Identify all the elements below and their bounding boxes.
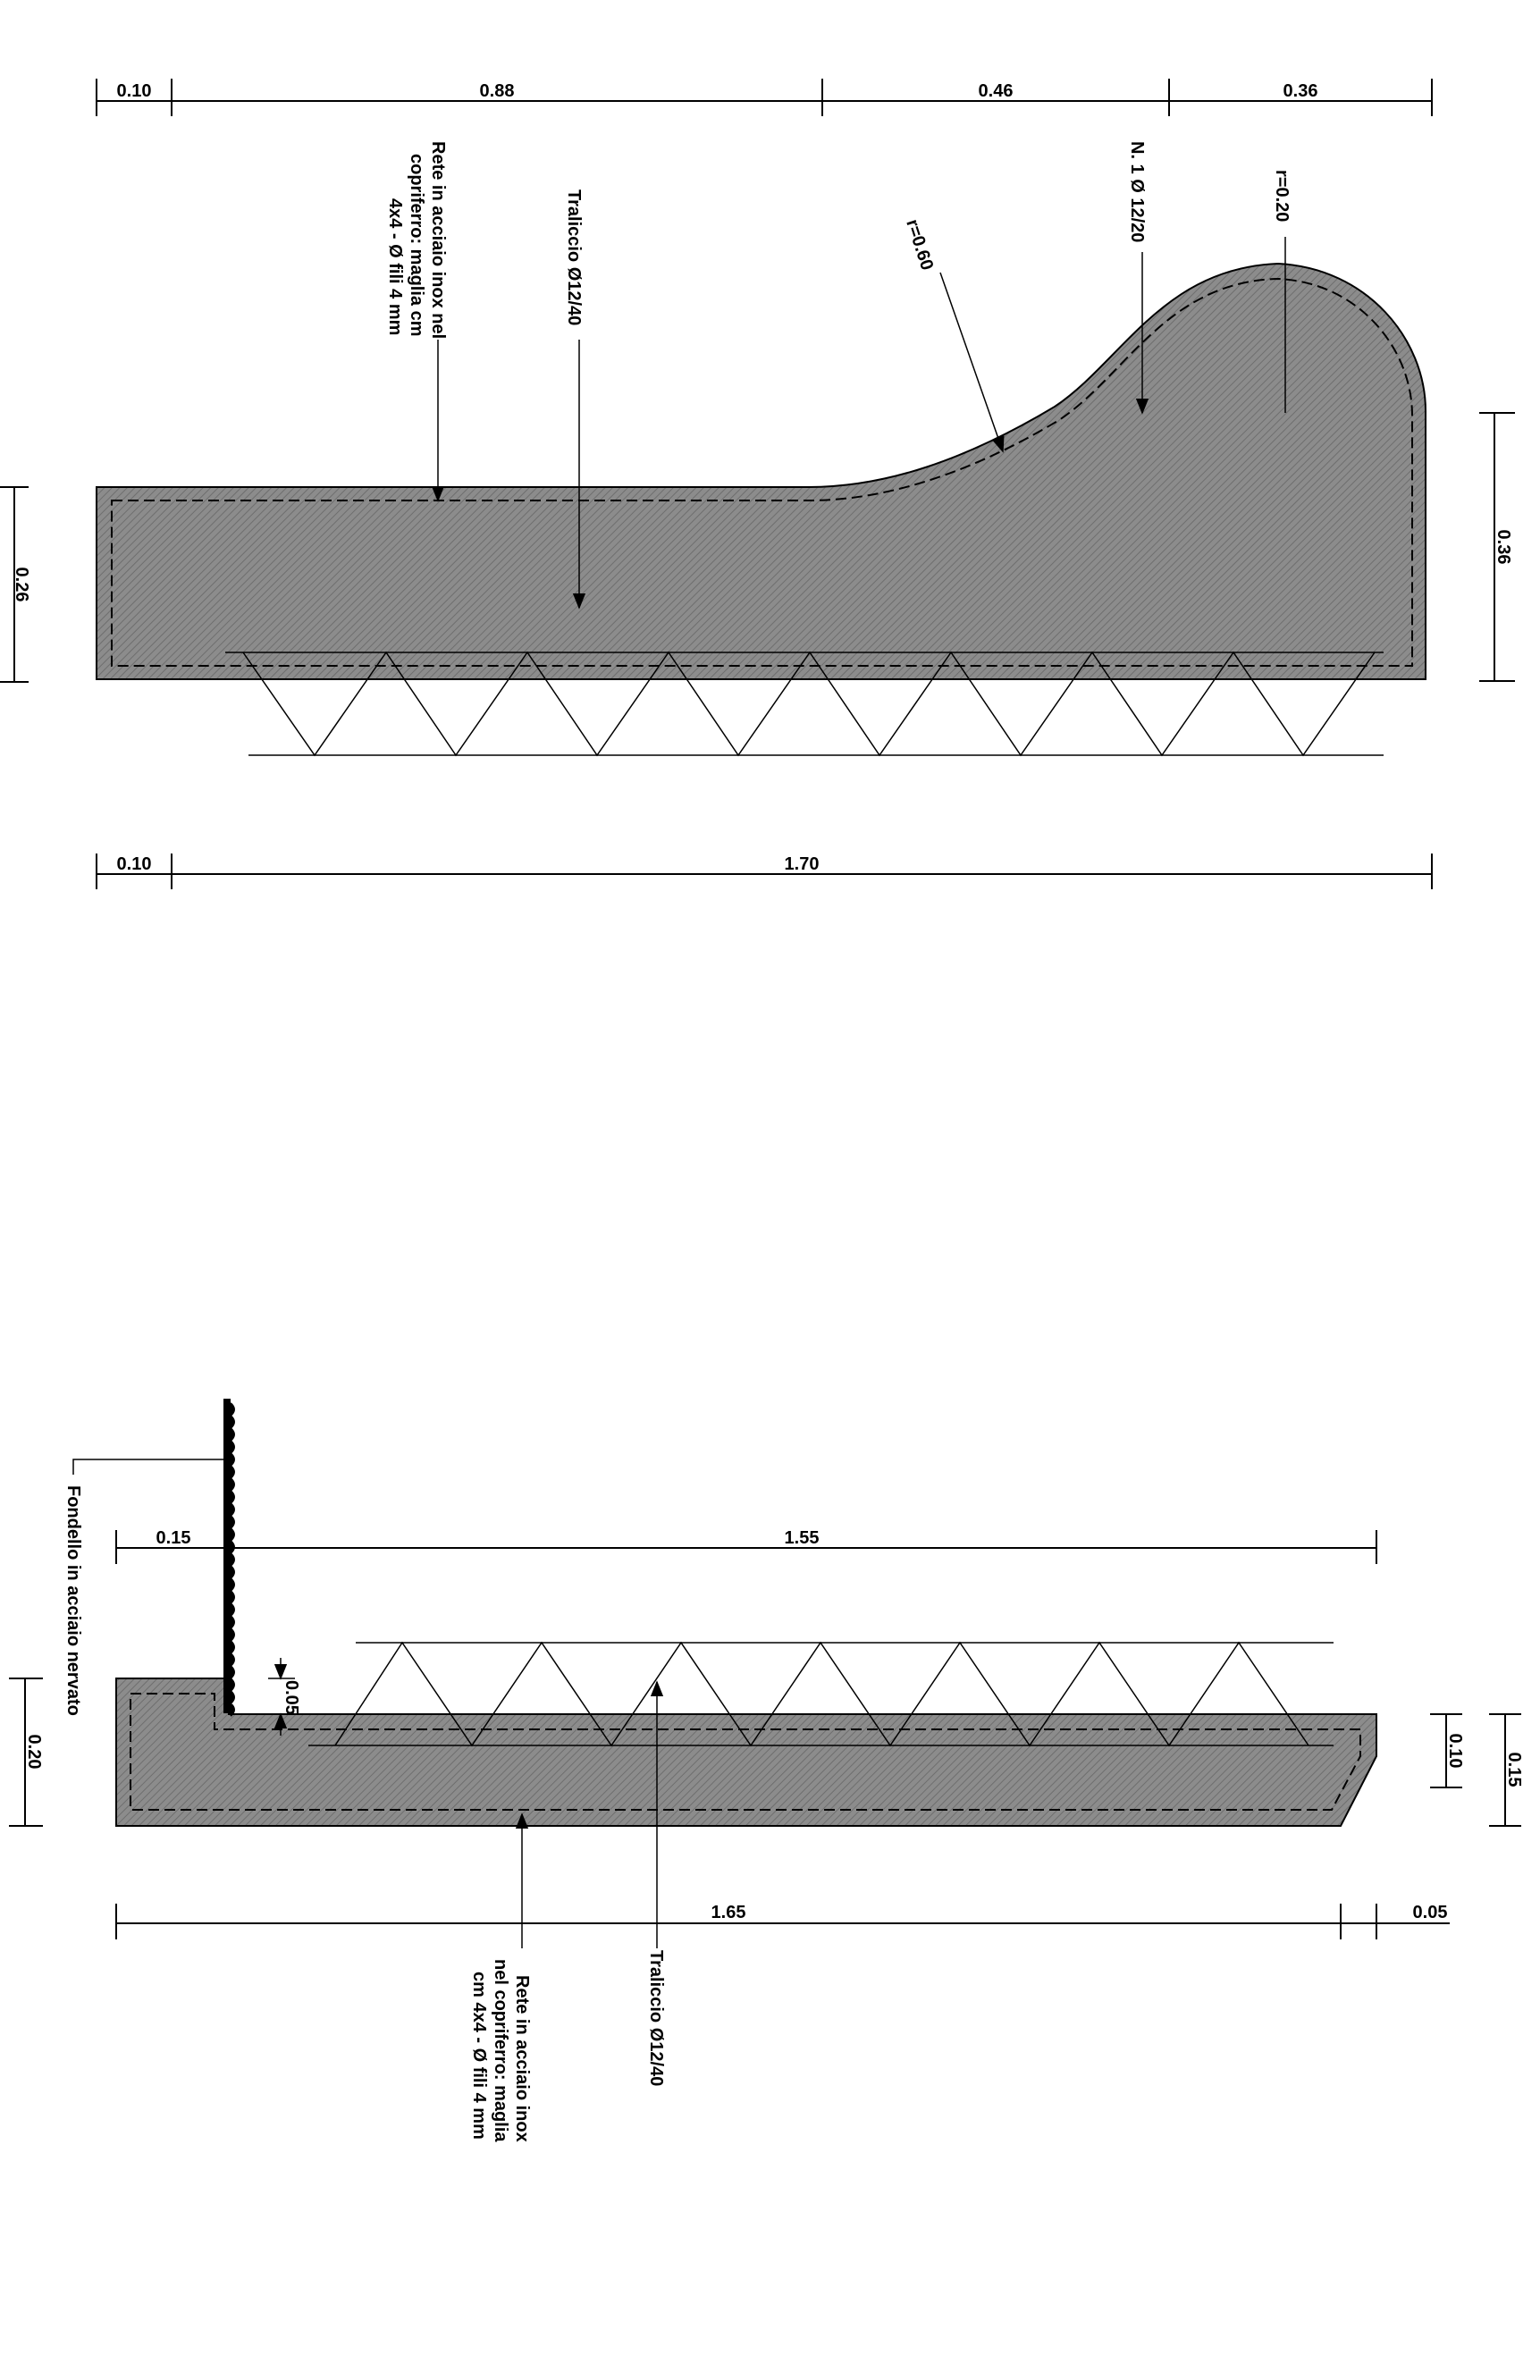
dim-right-outer: 0.15	[1504, 1753, 1524, 1787]
top-truss	[225, 651, 1384, 757]
dim-bottom-right: 0.05	[1413, 1903, 1448, 1922]
dim-right-inner: 0.10	[1445, 1734, 1465, 1769]
dim-bottom-0: 0.10	[117, 854, 152, 874]
dim-step: 0.05	[282, 1680, 301, 1715]
dim-left-bottom: 0.20	[24, 1735, 44, 1770]
bottom-dimension-left: 0.20	[9, 1678, 44, 1827]
label-fondello: Fondello in acciaio nervato	[63, 1485, 83, 1716]
dim-top-0: 0.10	[117, 81, 152, 101]
bottom-concrete-profile	[115, 1678, 1377, 1827]
dim-right: 0.36	[1494, 530, 1513, 565]
dim-top-1: 0.88	[480, 81, 515, 101]
top-dimension-left: 0.26	[0, 486, 31, 683]
dim-bottom-1: 1.70	[785, 854, 820, 874]
top-concrete-profile	[96, 262, 1426, 680]
bottom-rebar-outline	[130, 1693, 1361, 1811]
label-radius-large: r=0.60	[902, 217, 937, 273]
bottom-dimension-step: 0.05	[268, 1658, 301, 1736]
top-dimension-right: 0.36	[1479, 412, 1515, 682]
bottom-dimension-top: 0.15 1.55	[115, 1528, 1377, 1564]
label-radius-small: r=0.20	[1272, 170, 1292, 222]
dim-top-left: 0.15	[156, 1528, 191, 1548]
bottom-truss	[308, 1641, 1334, 1747]
label-rete-bottom-line1: Rete in acciaio inox	[512, 1975, 532, 2142]
steel-plate	[223, 1399, 235, 1717]
section-bottom: 0.15 1.55 0.05 0.20 0.10 0.15	[9, 1399, 1524, 2142]
dim-left: 0.26	[12, 568, 31, 602]
bottom-dimension-bottom: 1.65 0.05	[115, 1903, 1450, 1939]
section-top: 0.10 0.88 0.46 0.36 0.10 1.70 0.26 0.36	[0, 79, 1515, 889]
label-rete-top-line2: copriferro: maglia cm	[407, 154, 426, 337]
label-rete-bottom-line3: cm 4x4 - Ø fili 4 mm	[469, 1972, 489, 2140]
top-rebar-outline	[111, 277, 1413, 667]
bottom-dimension-right: 0.10 0.15	[1430, 1713, 1524, 1827]
label-traliccio-top: Traliccio Ø12/40	[564, 189, 584, 325]
label-bar: N. 1 Ø 12/20	[1127, 141, 1147, 242]
top-dimension-bottom: 0.10 1.70	[96, 854, 1433, 889]
top-dimension-top: 0.10 0.88 0.46 0.36	[96, 79, 1433, 116]
label-rete-bottom-line2: nel copriferro: maglia	[491, 1959, 510, 2142]
dim-top-main: 1.55	[785, 1528, 820, 1548]
label-rete-top-line1: Rete in acciaio inox nel	[428, 141, 448, 339]
dim-top-3: 0.36	[1283, 81, 1318, 101]
label-traliccio-bottom: Traliccio Ø12/40	[646, 1950, 666, 2086]
label-rete-top-line3: 4x4 - Ø fili 4 mm	[385, 198, 405, 335]
dim-top-2: 0.46	[979, 81, 1014, 101]
dim-bottom-main: 1.65	[711, 1903, 746, 1922]
